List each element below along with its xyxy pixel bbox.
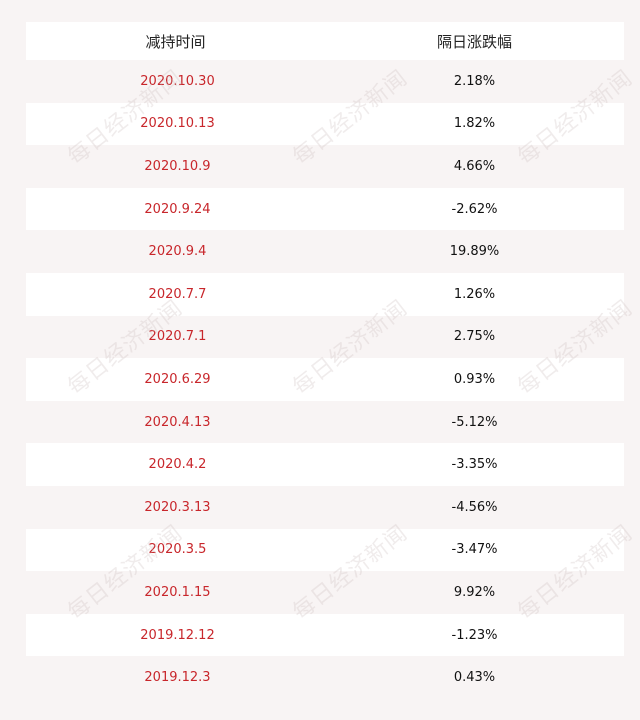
table-row: 2020.4.2 -3.35% xyxy=(26,443,624,486)
next-day-change-cell: -4.56% xyxy=(451,499,498,515)
reduction-date-cell: 2020.6.29 xyxy=(144,371,211,387)
next-day-change-cell: 2.75% xyxy=(453,329,496,345)
table-row: 2020.10.9 4.66% xyxy=(26,145,624,188)
table-row: 2020.10.13 1.82% xyxy=(26,102,624,146)
table-row: 2020.7.7 1.26% xyxy=(26,273,624,316)
reduction-date-cell: 2020.4.2 xyxy=(148,457,207,473)
reduction-date-cell: 2020.9.4 xyxy=(148,244,207,260)
next-day-change-cell: 0.93% xyxy=(453,371,496,387)
table-row: 2020.4.13 -5.12% xyxy=(26,401,624,444)
table-row: 2020.3.13 -4.56% xyxy=(26,486,624,529)
table-row: 2020.9.24 -2.62% xyxy=(26,187,624,231)
reduction-date-cell: 2020.3.13 xyxy=(144,499,211,515)
table-row: 2019.12.3 0.43% xyxy=(26,656,624,699)
table-row: 2020.6.29 0.93% xyxy=(26,358,624,401)
reduction-date-cell: 2020.7.1 xyxy=(148,329,207,345)
header-next-day-change: 隔日涨跌幅 xyxy=(436,32,512,51)
reduction-date-cell: 2020.10.13 xyxy=(140,116,215,132)
table-row: 2020.9.4 19.89% xyxy=(26,230,624,273)
next-day-change-cell: 9.92% xyxy=(453,584,496,600)
next-day-change-cell: -1.23% xyxy=(451,627,498,643)
next-day-change-cell: 1.82% xyxy=(453,116,496,132)
next-day-change-cell: 19.89% xyxy=(449,244,500,260)
header-reduction-date: 减持时间 xyxy=(145,32,206,51)
table-row: 2020.10.30 2.18% xyxy=(26,60,624,103)
reduction-date-cell: 2020.10.9 xyxy=(144,158,211,174)
reduction-date-cell: 2020.9.24 xyxy=(144,201,211,217)
table-row: 2019.12.12 -1.23% xyxy=(26,613,624,657)
table-row: 2020.1.15 9.92% xyxy=(26,571,624,614)
reduction-date-cell: 2019.12.12 xyxy=(140,627,215,643)
table-row: 2020.3.5 -3.47% xyxy=(26,528,624,572)
reduction-date-cell: 2019.12.3 xyxy=(144,670,211,686)
table-row: 2020.7.1 2.75% xyxy=(26,316,624,359)
table-header-row: 减持时间 隔日涨跌幅 xyxy=(26,22,624,60)
next-day-change-cell: -3.35% xyxy=(451,457,498,473)
next-day-change-cell: -3.47% xyxy=(451,542,498,558)
next-day-change-cell: -2.62% xyxy=(451,201,498,217)
next-day-change-cell: 2.18% xyxy=(453,73,496,89)
next-day-change-cell: -5.12% xyxy=(451,414,498,430)
reduction-date-cell: 2020.7.7 xyxy=(148,286,207,302)
reduction-date-cell: 2020.4.13 xyxy=(144,414,211,430)
next-day-change-cell: 1.26% xyxy=(453,286,496,302)
reduction-date-cell: 2020.3.5 xyxy=(148,542,207,558)
reduction-date-cell: 2020.10.30 xyxy=(140,73,215,89)
reduction-date-cell: 2020.1.15 xyxy=(144,584,211,600)
next-day-change-cell: 4.66% xyxy=(453,158,496,174)
data-table: 减持时间 隔日涨跌幅 2020.10.30 2.18% 2020.10.13 1.82… xyxy=(26,22,624,698)
next-day-change-cell: 0.43% xyxy=(453,670,496,686)
